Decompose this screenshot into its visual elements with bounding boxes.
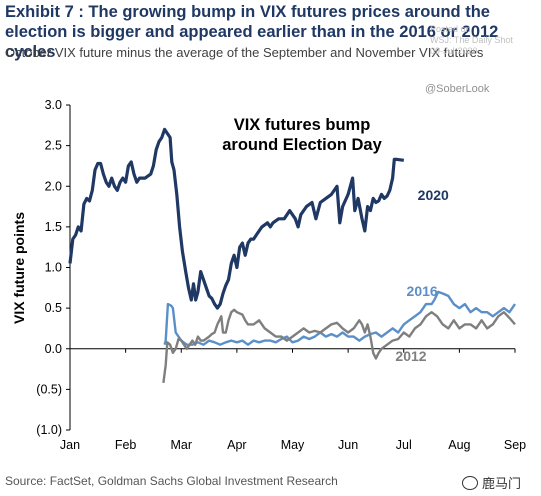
y-axis-label: VIX future points <box>11 212 27 324</box>
series-line-2020 <box>68 127 405 310</box>
watermark-line: Posted on <box>430 24 471 34</box>
x-tick-label: May <box>281 438 305 452</box>
y-tick-label: (1.0) <box>36 423 62 437</box>
callout-line: VIX futures bump <box>234 116 371 134</box>
x-tick-label: Mar <box>170 438 192 452</box>
y-tick-label: 0.0 <box>45 342 62 356</box>
wechat-icon <box>462 475 478 490</box>
watermark-line: 09-Jul-2020 <box>430 46 478 56</box>
watermark-handle: @SoberLook <box>425 83 490 95</box>
watermark: Posted on WSJ: The Daily Shot 09-Jul-202… <box>430 24 530 57</box>
brand-name: 鹿马门 <box>482 476 522 491</box>
series-line-2016 <box>163 290 516 346</box>
brand-mark: 鹿马门 <box>462 473 521 492</box>
y-tick-label: 2.5 <box>45 139 62 153</box>
y-tick-label: 1.5 <box>45 220 62 234</box>
y-tick-label: 0.5 <box>45 301 62 315</box>
series-labels: 2020 2016 2012 <box>395 187 449 364</box>
chart-title: Exhibit 7 : The growing bump in VIX futu… <box>5 3 499 61</box>
y-axis-ticks: 3.0 2.5 2.0 1.5 1.0 0.5 0.0 (0.5) (1.0) <box>36 98 70 437</box>
x-tick-label: Apr <box>227 438 246 452</box>
x-tick-label: Sep <box>504 438 526 452</box>
source-note: Source: FactSet, Goldman Sachs Global In… <box>5 474 338 488</box>
callout-line: around Election Day <box>222 136 382 154</box>
x-tick-label: Feb <box>115 438 137 452</box>
series-label-2020: 2020 <box>418 187 449 203</box>
y-tick-label: 1.0 <box>45 261 62 275</box>
watermark-line: WSJ: The Daily Shot <box>430 35 513 45</box>
series-lines <box>68 127 516 384</box>
x-axis-ticks: Jan Feb Mar Apr May Jun Jul Aug Sep <box>60 348 526 452</box>
x-tick-label: Aug <box>448 438 470 452</box>
y-tick-label: (0.5) <box>36 382 62 396</box>
vix-bump-chart: 3.0 2.5 2.0 1.5 1.0 0.5 0.0 (0.5) (1.0) Jan Feb Ma… <box>11 98 526 452</box>
series-label-2016: 2016 <box>407 283 438 299</box>
x-tick-label: Jun <box>338 438 358 452</box>
chart-subtitle: October VIX future minus the average of … <box>5 45 484 60</box>
x-tick-label: Jul <box>396 438 412 452</box>
chart-callout-title: VIX futures bump around Election Day <box>222 116 382 154</box>
y-tick-label: 2.0 <box>45 179 62 193</box>
series-line-2012 <box>162 308 516 384</box>
x-tick-label: Jan <box>60 438 80 452</box>
y-tick-label: 3.0 <box>45 98 62 112</box>
series-label-2012: 2012 <box>395 348 426 364</box>
